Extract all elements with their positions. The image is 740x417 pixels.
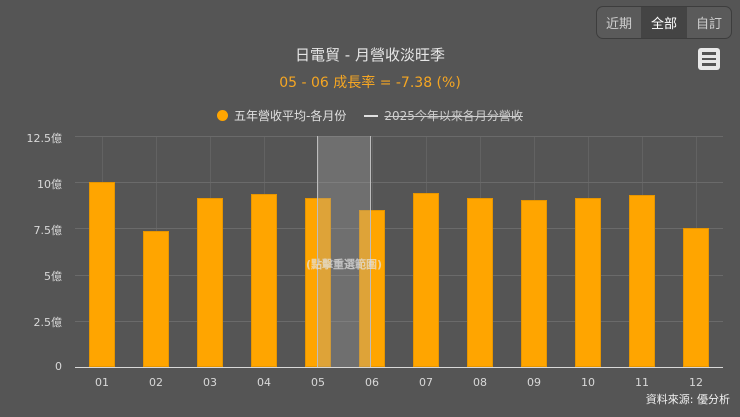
x-tick: 06 xyxy=(365,376,379,389)
gridline xyxy=(75,228,723,229)
x-tick: 09 xyxy=(527,376,541,389)
chart-subtitle: 05 - 06 成長率 = -7.38 (%) xyxy=(279,75,461,91)
gridline xyxy=(75,136,723,137)
bar-month-02[interactable] xyxy=(143,230,169,367)
x-tick: 02 xyxy=(149,376,163,389)
legend-item-five-year-avg[interactable]: 五年營收平均-各月份 xyxy=(217,107,346,124)
bar-month-03[interactable] xyxy=(197,198,223,367)
range-button-recent[interactable]: 近期 xyxy=(597,7,642,38)
gridline xyxy=(75,275,723,276)
legend-dot-icon xyxy=(217,110,229,121)
bar-month-12[interactable] xyxy=(683,228,709,367)
legend-label: 五年營收平均-各月份 xyxy=(234,109,347,123)
x-tick: 05 xyxy=(311,376,325,389)
plot-area xyxy=(75,136,723,368)
selection-hint[interactable]: (點擊重選範圍) xyxy=(305,258,383,271)
y-tick: 12.5億 xyxy=(26,132,63,145)
bar-month-10[interactable] xyxy=(575,197,601,367)
gridline xyxy=(75,182,723,183)
bar-month-06[interactable] xyxy=(359,210,385,367)
y-tick: 0 xyxy=(55,360,62,373)
x-tick: 01 xyxy=(95,376,109,389)
legend-line-icon xyxy=(364,114,379,117)
hamburger-menu-icon[interactable] xyxy=(698,48,720,70)
x-tick: 03 xyxy=(203,376,217,389)
selected-range-overlay[interactable] xyxy=(317,136,371,367)
gridline xyxy=(75,321,723,322)
legend: 五年營收平均-各月份 2025今年以來各月分營收 xyxy=(0,107,740,124)
range-button-all[interactable]: 全部 xyxy=(642,7,687,38)
y-tick: 2.5億 xyxy=(33,316,63,329)
bar-month-07[interactable] xyxy=(413,192,439,367)
data-source-credit: 資料來源: 優分析 xyxy=(645,393,730,406)
x-axis-line xyxy=(75,367,723,368)
y-tick: 7.5億 xyxy=(33,224,63,237)
x-tick: 08 xyxy=(473,376,487,389)
x-tick: 11 xyxy=(635,376,649,389)
bar-month-01[interactable] xyxy=(89,182,115,367)
legend-label: 2025今年以來各月分營收 xyxy=(384,109,523,123)
legend-item-2025-revenue[interactable]: 2025今年以來各月分營收 xyxy=(364,107,523,124)
x-tick: 10 xyxy=(581,376,595,389)
range-selector: 近期 全部 自訂 xyxy=(596,6,732,39)
range-button-custom[interactable]: 自訂 xyxy=(695,17,722,32)
bar-month-11[interactable] xyxy=(629,194,655,367)
x-tick: 04 xyxy=(257,376,271,389)
x-tick: 12 xyxy=(689,376,703,389)
chart-title: 日電貿 - 月營收淡旺季 xyxy=(295,46,445,64)
bar-month-09[interactable] xyxy=(521,199,547,367)
bar-month-08[interactable] xyxy=(467,198,493,367)
bar-month-04[interactable] xyxy=(251,194,277,367)
x-tick: 07 xyxy=(419,376,433,389)
y-tick: 5億 xyxy=(44,270,62,283)
bar-month-05[interactable] xyxy=(305,198,331,367)
y-tick: 10億 xyxy=(37,178,62,191)
